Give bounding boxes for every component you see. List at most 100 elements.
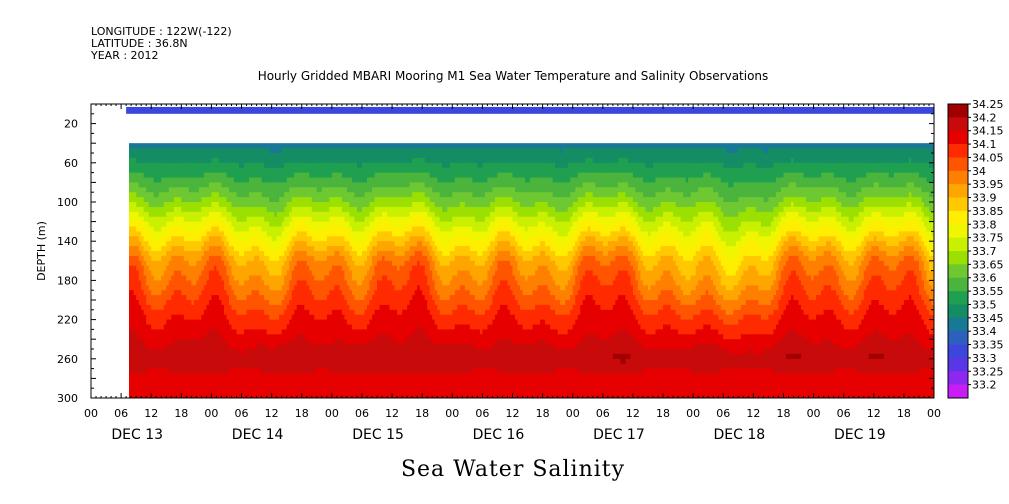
heat-cell bbox=[201, 290, 205, 316]
heat-cell bbox=[753, 231, 757, 242]
heat-cell bbox=[635, 339, 639, 375]
heat-cell bbox=[760, 334, 764, 355]
heat-cell bbox=[201, 162, 205, 179]
heat-cell bbox=[663, 192, 667, 203]
heat-cell bbox=[402, 344, 406, 375]
heat-cell bbox=[663, 221, 667, 237]
heat-cell bbox=[853, 241, 857, 252]
heat-cell bbox=[379, 304, 383, 335]
heat-cell bbox=[384, 251, 388, 262]
heat-cell bbox=[555, 221, 559, 232]
heat-cell bbox=[469, 344, 473, 375]
heat-cell bbox=[148, 246, 152, 257]
heat-cell bbox=[758, 197, 762, 213]
heat-cell bbox=[565, 236, 569, 247]
heat-cell bbox=[806, 148, 810, 164]
heat-cell bbox=[627, 172, 632, 188]
heat-cell bbox=[775, 270, 780, 291]
heat-cell bbox=[668, 187, 672, 203]
heat-cell bbox=[296, 143, 300, 149]
heat-cell bbox=[469, 295, 473, 311]
heat-cell bbox=[153, 260, 157, 281]
heat-cell bbox=[658, 260, 662, 281]
heat-cell bbox=[565, 148, 569, 169]
heat-cell bbox=[228, 265, 233, 286]
heat-cell bbox=[392, 265, 396, 286]
heat-cell bbox=[811, 187, 815, 203]
heat-cell bbox=[259, 206, 263, 218]
heat-cell bbox=[141, 265, 145, 291]
heat-cell bbox=[612, 187, 616, 198]
heat-cell bbox=[715, 314, 719, 330]
heat-cell bbox=[801, 197, 805, 208]
heat-cell bbox=[163, 216, 167, 228]
heat-cell bbox=[560, 182, 564, 198]
heat-cell bbox=[176, 162, 180, 179]
heat-cell bbox=[472, 197, 476, 208]
heat-cell bbox=[424, 246, 428, 257]
heat-cell bbox=[530, 236, 534, 252]
heat-cell bbox=[552, 162, 556, 183]
heat-cell bbox=[213, 221, 218, 228]
heat-cell bbox=[788, 329, 792, 355]
heat-cell bbox=[256, 177, 260, 193]
heat-cell bbox=[625, 197, 629, 203]
heat-cell bbox=[668, 211, 672, 223]
heat-cell bbox=[680, 255, 684, 277]
heat-cell bbox=[610, 162, 614, 174]
heat-cell bbox=[522, 162, 526, 179]
heat-cell bbox=[407, 304, 411, 340]
heat-cell bbox=[627, 162, 632, 174]
heat-cell bbox=[542, 285, 546, 306]
heat-cell bbox=[775, 255, 780, 272]
heat-cell bbox=[148, 270, 152, 291]
heat-cell bbox=[567, 265, 571, 281]
heat-cell bbox=[464, 216, 468, 228]
heat-cell bbox=[813, 202, 817, 213]
heat-cell bbox=[833, 187, 837, 198]
heat-cell bbox=[274, 167, 278, 183]
heat-cell bbox=[693, 216, 697, 232]
heat-cell bbox=[592, 373, 596, 398]
heat-cell bbox=[725, 368, 729, 398]
heat-cell bbox=[291, 197, 295, 208]
heat-cell bbox=[349, 148, 353, 164]
heat-cell bbox=[718, 246, 722, 262]
heat-cell bbox=[788, 236, 792, 247]
heat-cell bbox=[851, 148, 855, 164]
heat-cell bbox=[377, 373, 381, 398]
heat-cell bbox=[218, 275, 223, 301]
heat-cell bbox=[206, 197, 210, 208]
heat-cell bbox=[818, 226, 822, 237]
heat-cell bbox=[404, 172, 408, 188]
heat-cell bbox=[191, 373, 195, 398]
heat-cell bbox=[720, 162, 724, 183]
heat-cell bbox=[562, 314, 566, 335]
heat-cell bbox=[811, 143, 815, 149]
heat-cell bbox=[851, 162, 855, 183]
heat-cell bbox=[728, 231, 732, 247]
heat-cell bbox=[770, 285, 775, 301]
heat-cell bbox=[570, 260, 574, 277]
heat-cell bbox=[665, 304, 669, 326]
heat-cell bbox=[171, 295, 175, 316]
heat-cell bbox=[582, 148, 586, 164]
heat-cell bbox=[688, 206, 692, 223]
heat-cell bbox=[808, 231, 812, 242]
heat-cell bbox=[765, 260, 770, 277]
heat-cell bbox=[399, 344, 403, 375]
heat-cell bbox=[271, 226, 275, 242]
heat-cell bbox=[793, 143, 797, 149]
heat-cell bbox=[218, 334, 223, 375]
heat-cell bbox=[560, 167, 564, 183]
heat-cell bbox=[540, 251, 544, 267]
heat-cell bbox=[768, 236, 772, 247]
heat-cell bbox=[284, 216, 288, 228]
heat-cell bbox=[552, 309, 556, 330]
heat-cell bbox=[748, 206, 752, 223]
heat-cell bbox=[550, 206, 554, 218]
heat-cell bbox=[231, 148, 235, 164]
heat-cell bbox=[668, 177, 672, 188]
heat-cell bbox=[607, 172, 611, 188]
heat-cell bbox=[241, 314, 245, 335]
